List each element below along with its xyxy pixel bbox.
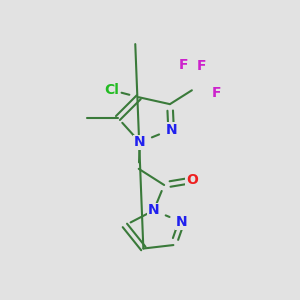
Text: F: F [196,59,206,73]
Text: N: N [176,215,187,229]
Text: F: F [212,85,221,100]
Text: N: N [165,123,177,136]
Text: F: F [179,58,188,72]
Text: N: N [148,203,160,218]
Text: Cl: Cl [105,83,120,97]
Text: N: N [134,135,146,149]
Text: O: O [186,173,198,188]
